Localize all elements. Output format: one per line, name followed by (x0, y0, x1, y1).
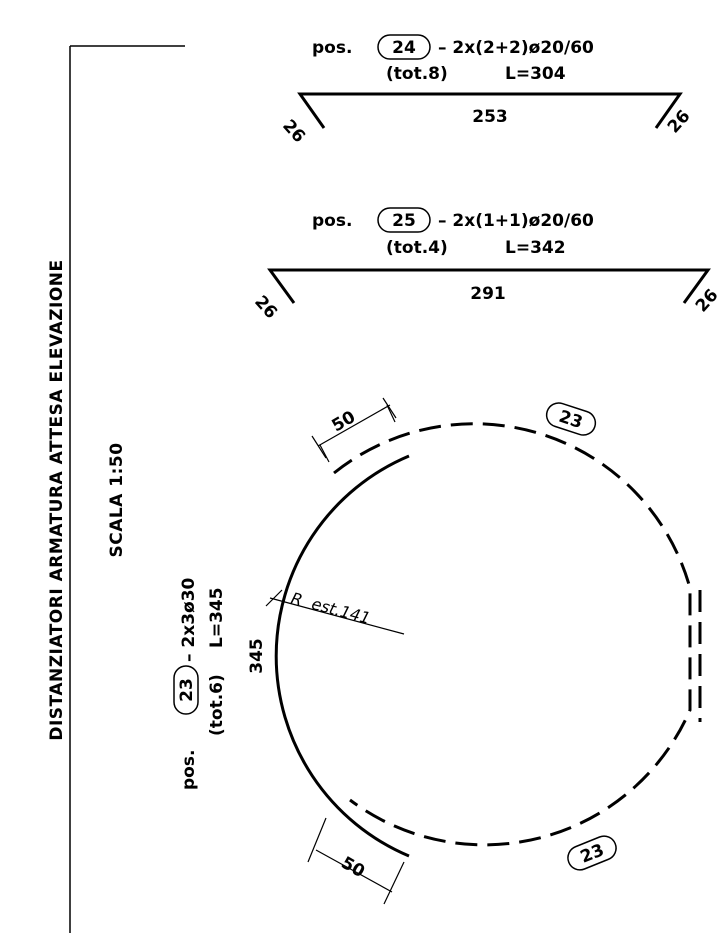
bar24-pos-word: pos. (312, 38, 352, 58)
bar24-middle-dim: 253 (472, 107, 508, 127)
bar25-group: pos. 25 – 2x(1+1)ø20/60 (tot.4) L=342 29… (250, 207, 719, 323)
bar24-total: (tot.8) (386, 64, 448, 84)
bar23-total: (tot.6) (207, 674, 227, 736)
bar24-spec: – 2x(2+2)ø20/60 (438, 38, 594, 58)
frame (69, 45, 185, 933)
bar23-pos-word: pos. (179, 750, 199, 790)
frame-title: DISTANZIATORI ARMATURA ATTESA ELEVAZIONE (47, 259, 67, 740)
bar25-middle-dim: 291 (470, 284, 506, 304)
bar24-pos-number: 24 (392, 38, 416, 58)
bar24-pos-tag: 24 (377, 34, 431, 60)
bar23-group: 50 50 R est.141 345 pos. 23 – 2x3ø30 (to… (173, 397, 702, 905)
bar25-pos-word: pos. (312, 211, 352, 231)
bar23-tag-top: 23 (545, 402, 597, 436)
bar25-pos-tag: 25 (377, 207, 431, 233)
bar25-pos-number: 25 (392, 211, 416, 231)
bar23-pos-number: 23 (177, 678, 197, 702)
bar23-overlap-top: 50 (329, 407, 360, 436)
bar25-shape (267, 268, 711, 304)
bar23-length: L=345 (207, 587, 227, 648)
bar23-dashed-arc (333, 422, 692, 847)
bar25-length: L=342 (505, 238, 566, 258)
bar25-left-hook-dim: 26 (250, 292, 281, 323)
bar24-group: pos. 24 – 2x(2+2)ø20/60 (tot.8) L=304 25… (278, 34, 695, 147)
bar23-radius-line (269, 597, 405, 635)
bar23-tag-top-number: 23 (556, 407, 585, 433)
bar23-solid-arc (274, 454, 410, 858)
bar23-spec: – 2x3ø30 (179, 577, 199, 662)
bar25-right-hook-dim: 26 (692, 285, 719, 316)
bar24-left-hook-dim: 26 (278, 116, 309, 147)
bar23-callout: pos. 23 – 2x3ø30 (tot.6) L=345 (173, 577, 227, 790)
bar23-bottom-overlap-dim (307, 817, 405, 905)
bar23-arc-length: 345 (247, 638, 267, 674)
frame-scale: SCALA 1:50 (107, 442, 127, 557)
bar24-length: L=304 (505, 64, 566, 84)
bar23-top-overlap-dim (311, 397, 397, 463)
bar24-shape (297, 92, 683, 129)
bar23-radius: R est.141 (289, 589, 373, 628)
bar23-radius-tick (265, 589, 283, 607)
bar23-overlap-bottom: 50 (338, 853, 369, 882)
bar23-tag-bottom: 23 (567, 835, 617, 871)
bar25-spec: – 2x(1+1)ø20/60 (438, 211, 594, 231)
bar25-total: (tot.4) (386, 238, 448, 258)
